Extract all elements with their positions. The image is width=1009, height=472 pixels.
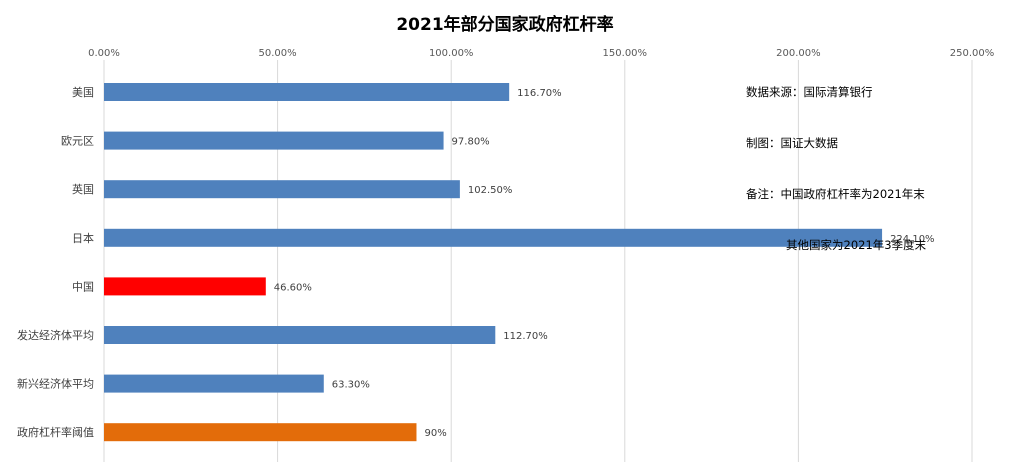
x-tick-label: 0.00% [88,48,120,59]
chart-title: 2021年部分国家政府杠杆率 [396,14,613,35]
category-label: 政府杠杆率阈值 [17,425,94,439]
bar [104,180,460,199]
x-axis-ticks: 0.00% 50.00% 100.00% 150.00% 200.00% 250.00% [88,48,994,59]
bar [104,374,324,393]
category-label: 发达经济体平均 [17,328,94,342]
x-tick-label: 150.00% [603,48,648,59]
category-label: 中国 [72,280,94,293]
data-label: 46.60% [274,282,312,293]
bar [104,131,444,150]
data-label: 116.70% [517,88,562,99]
data-label: 102.50% [468,185,513,196]
maker-note: 制图：国证大数据 [746,136,838,150]
category-label: 欧元区 [61,135,94,148]
bar [104,228,883,247]
data-label: 224.10% [890,234,935,245]
data-label: 63.30% [332,380,370,391]
category-label: 美国 [72,86,94,99]
remark-note-1: 备注：中国政府杠杆率为2021年末 [746,187,925,201]
remark-note-2: 其他国家为2021年3季度末 [786,238,927,252]
x-tick-label: 200.00% [776,48,821,59]
x-tick-label: 100.00% [429,48,474,59]
x-tick-label: 250.00% [950,48,995,59]
bar [104,326,496,344]
data-label: 97.80% [452,137,490,148]
bar [104,423,417,442]
bar [104,277,266,296]
value-labels: 116.70% 97.80% 102.50% 224.10% 46.60% 112.70%… [274,88,935,439]
chart-notes: 数据来源：国际清算银行 制图：国证大数据 备注：中国政府杠杆率为2021年末 其… [746,50,926,271]
data-label: 112.70% [503,331,548,342]
category-label: 日本 [72,231,94,245]
source-note: 数据来源：国际清算银行 [746,85,873,99]
x-tick-label: 50.00% [259,48,297,59]
data-label: 90% [424,428,446,439]
category-label: 新兴经济体平均 [17,377,94,391]
bar [104,83,510,101]
gridlines [103,60,973,462]
bars [104,83,883,442]
category-label: 英国 [72,182,94,196]
